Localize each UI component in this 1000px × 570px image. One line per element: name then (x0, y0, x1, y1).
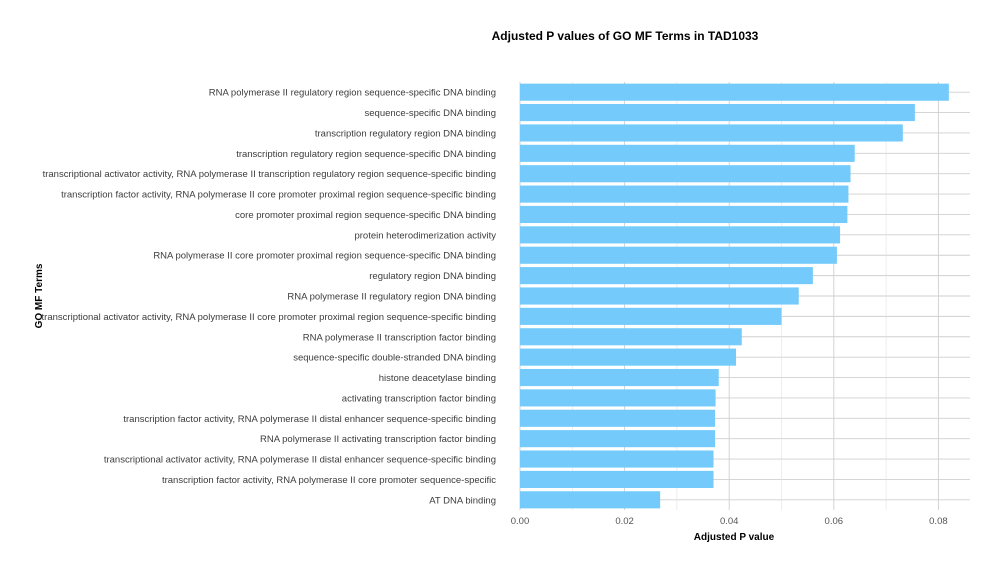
bar (520, 328, 742, 346)
x-axis-ticks: 0.00 0.02 0.04 0.06 0.08 (511, 516, 948, 527)
x-axis-title: Adjusted P value (694, 532, 775, 543)
bar (520, 409, 716, 427)
bar (520, 267, 813, 285)
category-label: transcription factor activity, RNA polym… (162, 475, 496, 486)
bar (520, 470, 714, 488)
category-label: RNA polymerase II core promoter proximal… (153, 251, 496, 262)
category-labels: RNA polymerase II regulatory region sequ… (42, 88, 497, 507)
bar (520, 450, 714, 468)
y-axis-title: GO MF Terms (34, 263, 45, 328)
bar (520, 124, 903, 142)
category-label: regulatory region DNA binding (369, 271, 496, 282)
bar (520, 83, 949, 101)
category-label: transcription factor activity, RNA polym… (123, 414, 496, 425)
bar (520, 185, 849, 203)
x-tick-label: 0.02 (615, 516, 634, 527)
category-label: transcription regulatory region sequence… (236, 149, 496, 160)
bar (520, 226, 841, 244)
x-tick-label: 0.00 (511, 516, 530, 527)
category-label: RNA polymerase II transcription factor b… (303, 332, 496, 343)
category-label: sequence-specific double-stranded DNA bi… (293, 353, 496, 364)
category-label: transcription regulatory region DNA bind… (315, 128, 496, 139)
x-tick-label: 0.04 (720, 516, 739, 527)
category-label: transcription factor activity, RNA polym… (61, 190, 496, 201)
bar (520, 307, 782, 325)
category-label: transcriptional activator activity, RNA … (43, 169, 496, 180)
bar (520, 205, 848, 224)
category-label: protein heterodimerization activity (354, 230, 496, 241)
category-label: activating transcription factor binding (342, 393, 496, 404)
category-label: sequence-specific DNA binding (365, 108, 497, 119)
category-label: transcriptional activator activity, RNA … (42, 312, 496, 323)
x-tick-label: 0.06 (825, 516, 844, 527)
category-label: transcriptional activator activity, RNA … (104, 455, 496, 466)
bars (520, 83, 949, 509)
bar (520, 287, 799, 305)
category-label: RNA polymerase II activating transcripti… (260, 434, 496, 445)
bar (520, 246, 837, 264)
x-tick-label: 0.08 (929, 516, 948, 527)
category-label: RNA polymerase II regulatory region DNA … (287, 292, 496, 303)
bar (520, 491, 661, 509)
chart-title: Adjusted P values of GO MF Terms in TAD1… (492, 29, 759, 43)
bar (520, 165, 851, 183)
category-label: histone deacetylase binding (379, 373, 496, 384)
bar (520, 389, 716, 407)
bar (520, 430, 716, 448)
bar (520, 104, 915, 122)
bar (520, 348, 736, 366)
bar (520, 368, 719, 387)
category-label: core promoter proximal region sequence-s… (235, 210, 496, 221)
category-label: RNA polymerase II regulatory region sequ… (209, 88, 496, 99)
category-label: AT DNA binding (429, 495, 496, 506)
bar (520, 144, 855, 162)
